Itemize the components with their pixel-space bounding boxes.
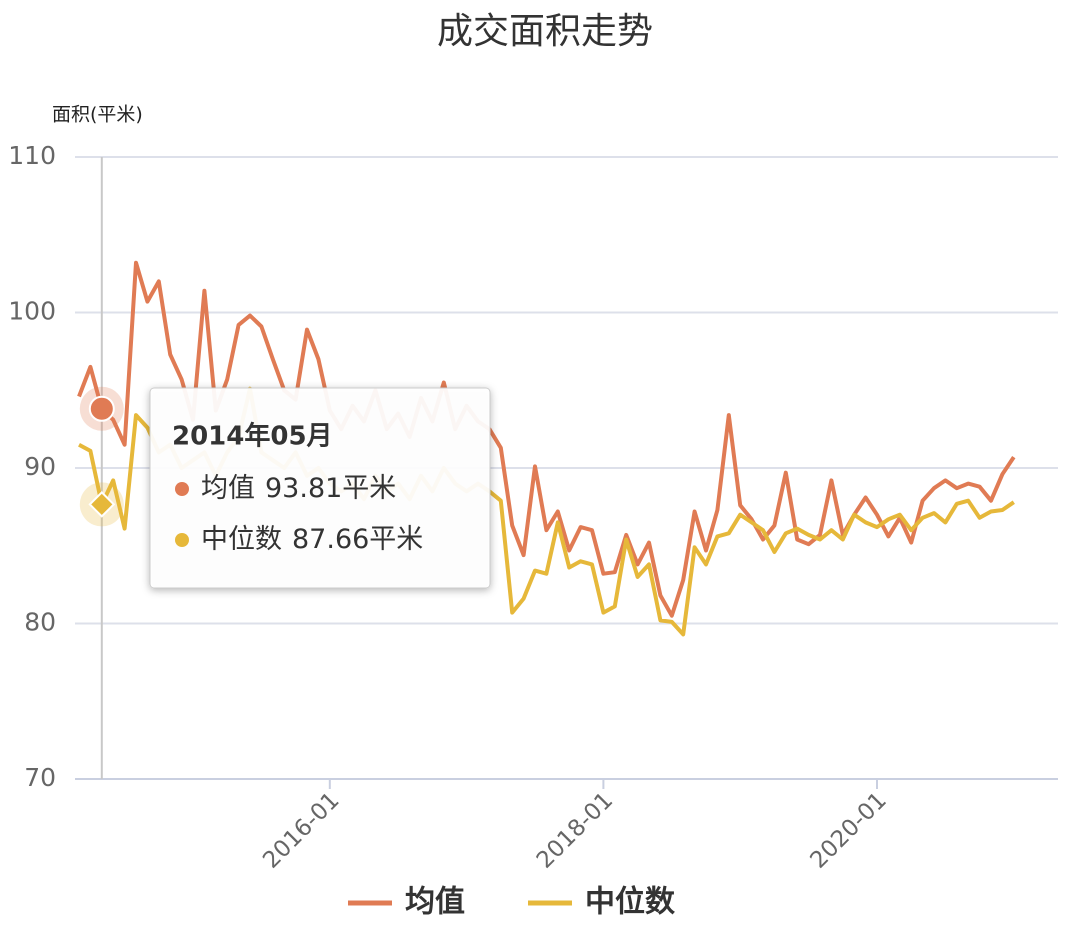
tooltip-title: 2014年05月	[172, 421, 333, 452]
tooltip-row: 均值 93.81平米	[201, 473, 396, 504]
y-tick-label: 90	[24, 452, 56, 481]
tooltip-dot	[175, 482, 189, 496]
tooltip-dot	[175, 533, 189, 547]
legend-label: 均值	[405, 885, 465, 920]
y-tick-label: 70	[24, 763, 56, 792]
legend-label: 中位数	[585, 885, 676, 920]
tooltip-value: 93.81平米	[265, 473, 396, 504]
y-tick-label: 100	[8, 297, 56, 326]
data-line	[77, 260, 1016, 618]
tooltip-box	[149, 387, 491, 589]
chart-title: 成交面积走势	[437, 11, 653, 52]
x-tick-label: 2018-01	[532, 787, 618, 873]
tooltip-series-name: 均值	[201, 473, 255, 504]
tooltip-series-name: 中位数	[201, 524, 282, 555]
x-tick-label: 2016-01	[258, 787, 344, 873]
y-axis-label: 面积(平米)	[52, 104, 143, 126]
highlight-point	[88, 490, 116, 518]
y-tick-label: 80	[24, 608, 56, 637]
tooltip-value: 87.66平米	[292, 524, 423, 555]
y-tick-label: 110	[8, 141, 56, 170]
x-tick-label: 2020-01	[805, 787, 891, 873]
highlight-point	[88, 395, 115, 422]
tooltip-row: 中位数 87.66平米	[201, 524, 423, 555]
